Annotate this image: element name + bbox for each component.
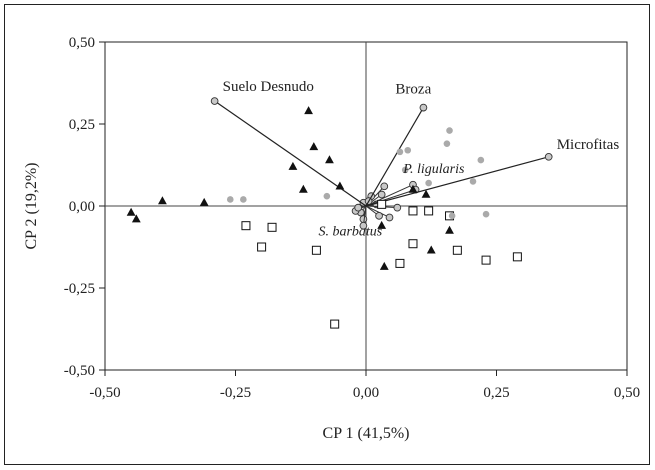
square-point [452,245,462,255]
biplot-chart: -0,50 -0,25 0,00 0,25 0,50 -0,50 -0,25 0,00 0,25… [23,35,640,442]
circle-point [482,210,490,218]
triangle-point [426,245,436,254]
square-point [257,242,267,252]
triangle-point [304,106,313,115]
axes: -0,50 -0,25 0,00 0,25 0,50 -0,50 -0,25 0,00 0,25… [64,35,640,401]
y-tick-label: 0,25 [69,117,95,133]
species-vector-endpoint [375,211,383,220]
triangle-point [325,155,334,164]
square-point [512,252,522,262]
env-vector-endpoint [210,97,219,105]
circle-point [240,196,247,203]
scatter-points [126,106,522,329]
env-vector-line [365,156,549,207]
triangle-point [421,189,431,198]
circle-point [396,148,404,156]
square-point [481,255,491,265]
square-point [408,206,418,216]
circle-point [226,196,234,203]
triangle-point [445,225,454,234]
env-vector-label: Suelo Desnudo [223,79,314,95]
x-tick-label: -0,50 [89,385,120,401]
triangle-point [288,161,298,170]
square-point [241,221,251,231]
square-point [395,258,405,268]
triangle-point [158,196,167,205]
triangle-point [379,261,389,270]
env-vector-label: Microfitas [557,137,620,153]
y-tick-label: -0,50 [64,363,95,379]
y-axis-title: CP 2 (19,2%) [23,163,40,250]
x-tick-label: -0,25 [220,385,251,401]
x-axis-title: CP 1 (41,5%) [323,425,410,442]
square-point [377,199,387,209]
species-vector-line [365,205,390,218]
circle-point [469,178,477,185]
square-point [311,245,321,255]
circle-point [323,192,331,200]
triangle-point [131,214,141,223]
triangle-point [377,220,387,229]
y-tick-label: 0,00 [69,199,95,215]
square-point [424,206,434,216]
circle-point [443,140,451,147]
species-vector-endpoint [359,215,368,223]
circle-point [425,179,432,187]
env-vector-endpoint [419,103,428,112]
y-tick-label: -0,25 [64,281,95,297]
square-point [267,222,277,232]
circle-point [446,127,453,134]
env-vector-endpoint [544,152,553,161]
species-label: S. barbatus [318,225,382,240]
species-vector-endpoint [380,182,389,191]
y-tick-label: 0,50 [69,35,95,51]
triangle-point [199,197,209,206]
triangle-point [309,142,319,151]
circle-point [448,212,456,220]
species-label: P. ligularis [402,162,465,177]
environmental-vectors: Suelo Desnudo Broza Microfitas [210,79,620,207]
env-vector-line [214,100,367,207]
species-vector-endpoint [393,203,402,212]
species-vector-line [365,184,414,207]
species-vector-endpoint [354,203,363,212]
triangle-point [126,207,136,216]
square-point [408,239,418,249]
chart-frame: -0,50 -0,25 0,00 0,25 0,50 -0,50 -0,25 0,00 0,25… [4,4,650,465]
circle-point [477,156,485,164]
x-tick-label: 0,25 [483,385,509,401]
x-tick-label: 0,50 [614,385,640,401]
species-vector-endpoint [377,190,386,199]
triangle-point [408,184,418,193]
annotation-labels: P. ligularis S. barbatus [318,162,465,239]
env-vector-line [365,107,424,207]
species-vector-endpoint [359,221,368,230]
species-vector-endpoint [385,213,394,222]
triangle-point [335,181,345,190]
env-vector-label: Broza [395,82,431,98]
circle-point [401,166,409,174]
circle-point [404,146,412,154]
x-tick-label: 0,00 [353,385,379,401]
square-point [330,319,340,329]
triangle-point [298,184,308,193]
